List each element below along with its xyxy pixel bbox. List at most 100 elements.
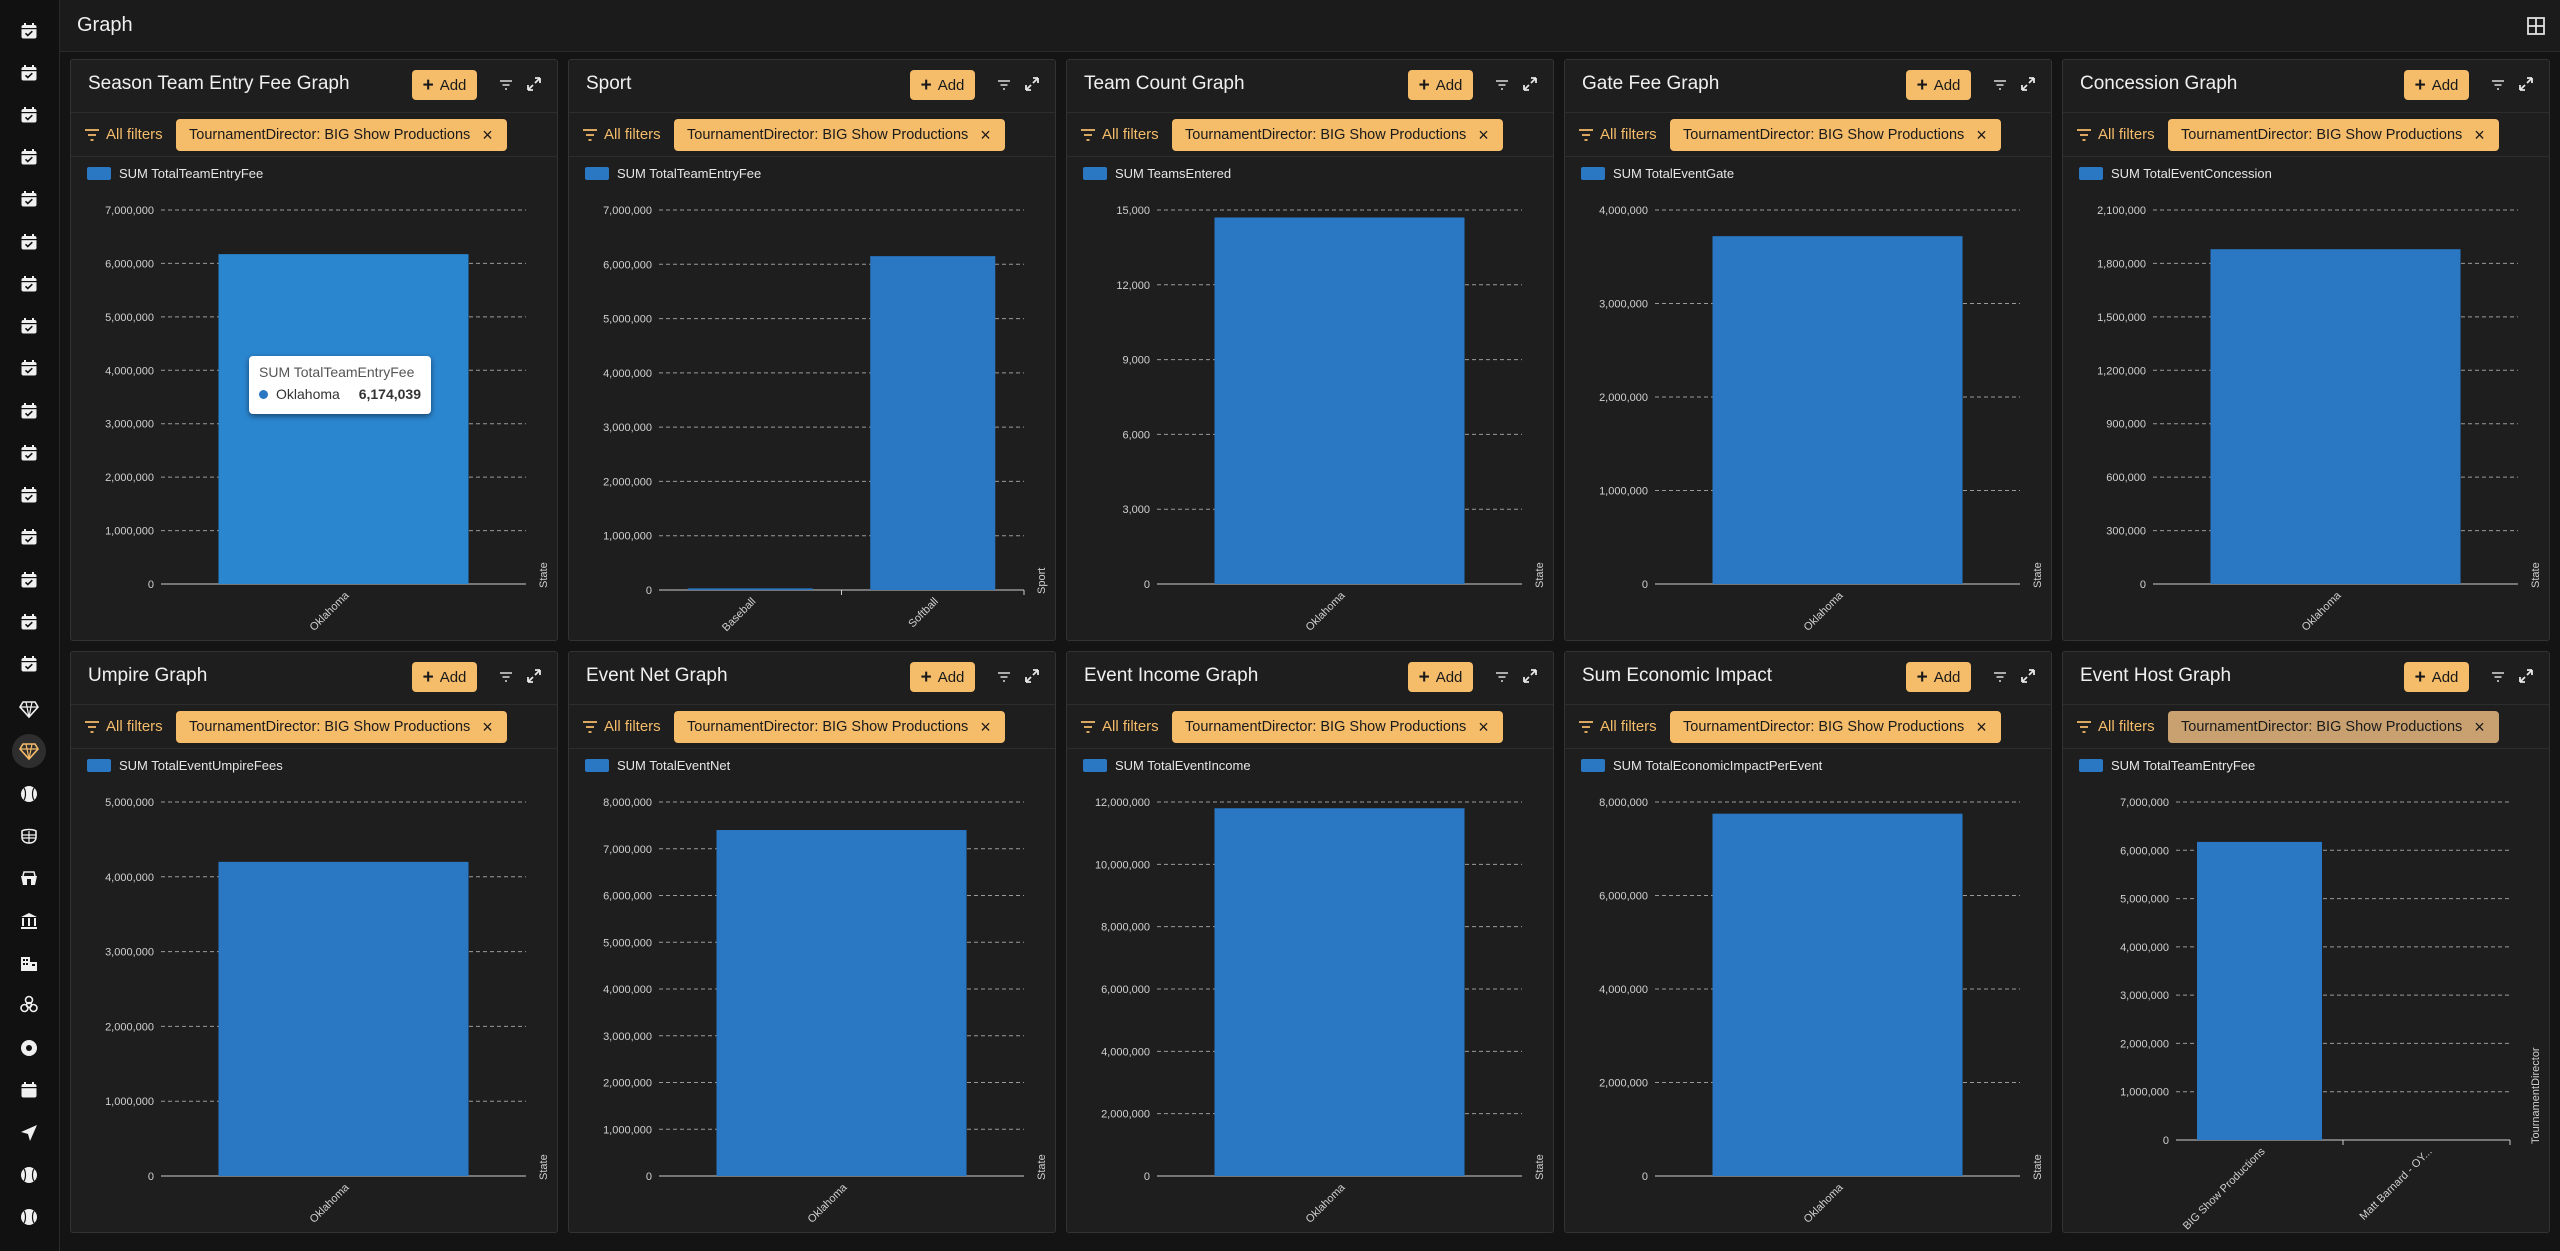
building-icon[interactable] xyxy=(17,951,41,975)
close-icon[interactable]: × xyxy=(980,717,991,737)
chart-legend[interactable]: SUM TotalEconomicImpactPerEvent xyxy=(1581,758,1822,773)
bar[interactable] xyxy=(2197,841,2322,1140)
add-button[interactable]: + Add xyxy=(910,70,975,100)
add-button[interactable]: + Add xyxy=(910,662,975,692)
filter-chip[interactable]: TournamentDirector: BIG Show Productions… xyxy=(2168,119,2499,151)
calendar-check-icon[interactable] xyxy=(17,19,41,43)
calendar-check-icon[interactable] xyxy=(17,525,41,549)
chart-legend[interactable]: SUM TotalTeamEntryFee xyxy=(87,166,263,181)
filter-chip[interactable]: TournamentDirector: BIG Show Productions… xyxy=(1172,711,1503,743)
close-icon[interactable]: × xyxy=(2474,717,2485,737)
close-icon[interactable]: × xyxy=(2474,125,2485,145)
filter-icon[interactable] xyxy=(1992,77,2008,93)
bar[interactable] xyxy=(2210,249,2461,584)
add-button[interactable]: + Add xyxy=(412,70,477,100)
all-filters-button[interactable]: All filters xyxy=(1578,126,1657,143)
add-button[interactable]: + Add xyxy=(1906,70,1971,100)
calendar-check-icon[interactable] xyxy=(17,230,41,254)
bank-icon[interactable] xyxy=(17,909,41,933)
expand-icon[interactable] xyxy=(1023,75,1041,93)
diamond-icon[interactable] xyxy=(17,697,41,721)
calendar-check-icon[interactable] xyxy=(17,145,41,169)
mask-icon[interactable] xyxy=(17,824,41,848)
add-button[interactable]: + Add xyxy=(412,662,477,692)
filter-icon[interactable] xyxy=(996,669,1012,685)
all-filters-button[interactable]: All filters xyxy=(2076,126,2155,143)
expand-icon[interactable] xyxy=(1521,75,1539,93)
add-button[interactable]: + Add xyxy=(2404,70,2469,100)
calendar-check-icon[interactable] xyxy=(17,61,41,85)
close-icon[interactable]: × xyxy=(1478,125,1489,145)
filter-icon[interactable] xyxy=(498,669,514,685)
add-button[interactable]: + Add xyxy=(1408,662,1473,692)
calendar-check-icon[interactable] xyxy=(17,568,41,592)
calendar-check-icon[interactable] xyxy=(17,272,41,296)
add-button[interactable]: + Add xyxy=(1408,70,1473,100)
expand-icon[interactable] xyxy=(2019,75,2037,93)
chart-legend[interactable]: SUM TeamsEntered xyxy=(1083,166,1231,181)
expand-icon[interactable] xyxy=(2517,667,2535,685)
calendar-check-icon[interactable] xyxy=(17,610,41,634)
filter-chip[interactable]: TournamentDirector: BIG Show Productions… xyxy=(674,119,1005,151)
calendar-check-icon[interactable] xyxy=(17,356,41,380)
all-filters-button[interactable]: All filters xyxy=(2076,718,2155,735)
all-filters-button[interactable]: All filters xyxy=(582,126,661,143)
stadium-icon[interactable] xyxy=(17,866,41,890)
expand-icon[interactable] xyxy=(1521,667,1539,685)
close-icon[interactable]: × xyxy=(482,125,493,145)
bar[interactable] xyxy=(1214,217,1465,585)
chart-legend[interactable]: SUM TotalEventGate xyxy=(1581,166,1734,181)
baseball-icon[interactable] xyxy=(17,1163,41,1187)
filter-chip[interactable]: TournamentDirector: BIG Show Productions… xyxy=(1172,119,1503,151)
close-icon[interactable]: × xyxy=(980,125,991,145)
calendar-check-icon[interactable] xyxy=(17,652,41,676)
filter-icon[interactable] xyxy=(2490,669,2506,685)
filter-icon[interactable] xyxy=(498,77,514,93)
filter-icon[interactable] xyxy=(1494,77,1510,93)
diamond-icon[interactable] xyxy=(12,734,46,768)
calendar-check-icon[interactable] xyxy=(17,314,41,338)
calendar-check-icon[interactable] xyxy=(17,483,41,507)
bar[interactable] xyxy=(218,861,469,1176)
chart-legend[interactable]: SUM TotalEventUmpireFees xyxy=(87,758,283,773)
close-icon[interactable]: × xyxy=(1478,717,1489,737)
add-button[interactable]: + Add xyxy=(1906,662,1971,692)
calendar-check-icon[interactable] xyxy=(17,399,41,423)
filter-icon[interactable] xyxy=(2490,77,2506,93)
all-filters-button[interactable]: All filters xyxy=(1578,718,1657,735)
all-filters-button[interactable]: All filters xyxy=(84,718,163,735)
filter-chip[interactable]: TournamentDirector: BIG Show Productions… xyxy=(176,119,507,151)
bar[interactable] xyxy=(1712,813,1963,1176)
bar[interactable] xyxy=(870,256,996,590)
calendar-check-icon[interactable] xyxy=(17,441,41,465)
ball-icon[interactable] xyxy=(17,1036,41,1060)
bar[interactable] xyxy=(716,830,967,1176)
expand-icon[interactable] xyxy=(2517,75,2535,93)
all-filters-button[interactable]: All filters xyxy=(1080,126,1159,143)
calendar-icon[interactable] xyxy=(17,1078,41,1102)
all-filters-button[interactable]: All filters xyxy=(582,718,661,735)
filter-chip[interactable]: TournamentDirector: BIG Show Productions… xyxy=(1670,119,2001,151)
filter-icon[interactable] xyxy=(1992,669,2008,685)
layout-grid-icon[interactable] xyxy=(2526,16,2546,36)
chart-legend[interactable]: SUM TotalTeamEntryFee xyxy=(585,166,761,181)
bar[interactable] xyxy=(218,254,469,584)
filter-icon[interactable] xyxy=(996,77,1012,93)
expand-icon[interactable] xyxy=(2019,667,2037,685)
close-icon[interactable]: × xyxy=(1976,125,1987,145)
filter-chip[interactable]: TournamentDirector: BIG Show Productions… xyxy=(1670,711,2001,743)
bar[interactable] xyxy=(1214,808,1465,1176)
close-icon[interactable]: × xyxy=(482,717,493,737)
close-icon[interactable]: × xyxy=(1976,717,1987,737)
all-filters-button[interactable]: All filters xyxy=(1080,718,1159,735)
chart-legend[interactable]: SUM TotalEventNet xyxy=(585,758,730,773)
filter-chip[interactable]: TournamentDirector: BIG Show Productions… xyxy=(176,711,507,743)
bar[interactable] xyxy=(1712,236,1963,584)
baseball-icon[interactable] xyxy=(17,782,41,806)
chart-legend[interactable]: SUM TotalEventIncome xyxy=(1083,758,1251,773)
expand-icon[interactable] xyxy=(1023,667,1041,685)
biohazard-icon[interactable] xyxy=(17,993,41,1017)
expand-icon[interactable] xyxy=(525,667,543,685)
add-button[interactable]: + Add xyxy=(2404,662,2469,692)
chart-legend[interactable]: SUM TotalTeamEntryFee xyxy=(2079,758,2255,773)
